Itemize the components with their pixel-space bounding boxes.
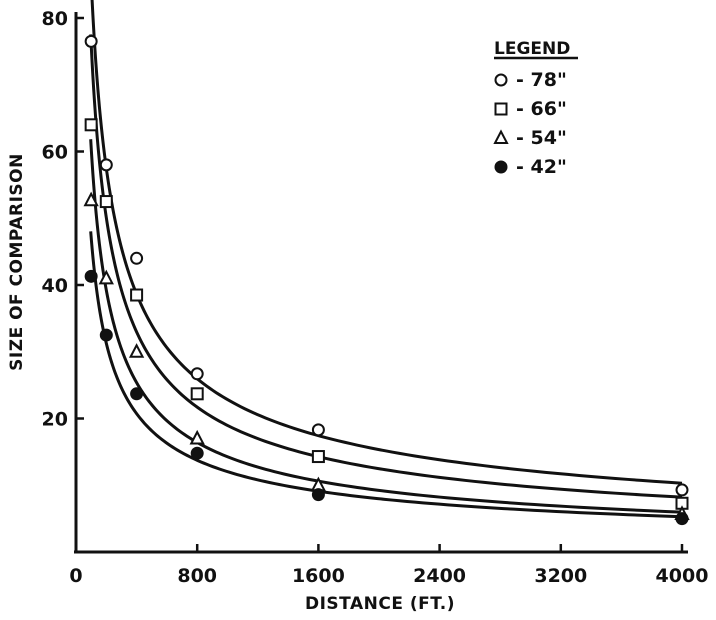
data-point [84,269,98,283]
data-point [84,118,98,132]
fitted-curves [89,0,683,519]
data-point [99,158,113,172]
legend-title: LEGEND [494,39,570,59]
data-point [190,446,204,460]
fitted-curve [89,231,683,519]
data-point [675,512,689,526]
data-point [130,387,144,401]
x-tick-label: 3200 [534,565,587,587]
data-point [99,328,113,342]
x-tick-label: 4000 [656,565,709,587]
data-point [311,423,325,437]
legend-marker [494,102,508,116]
data-point [675,483,689,497]
data-point [130,288,144,302]
y-tick-label: 40 [42,275,68,297]
y-axis-title: SIZE OF COMPARISON [7,153,27,371]
data-points [83,34,690,526]
data-point [98,269,114,285]
x-axis-title: DISTANCE (FT.) [305,594,455,614]
legend-label: - 66" [516,98,567,120]
x-tick-label: 1600 [292,565,345,587]
legend-label: - 78" [516,69,567,91]
legend-marker [494,73,508,87]
legend-label: - 54" [516,127,567,149]
x-tick-label: 800 [177,565,217,587]
fitted-curve [89,34,683,499]
data-point [190,387,204,401]
data-point [190,367,204,381]
data-point [99,195,113,209]
data-point [83,191,99,207]
ticks: 0 800 1600 2400 3200 4000 20 40 60 80 [42,8,709,587]
legend-marker [493,129,509,144]
legend-label: - 42" [516,156,567,178]
data-point [311,450,325,464]
data-point [311,488,325,502]
legend-marker [494,160,508,174]
x-tick-label: 2400 [413,565,466,587]
y-tick-label: 60 [42,142,68,164]
legend: LEGEND - 78" - 66" - 54" - 42" [493,39,578,178]
fitted-curve [90,0,683,485]
data-point [189,429,205,445]
x-tick-label: 0 [69,565,82,587]
data-point [128,343,145,358]
y-tick-label: 80 [42,8,68,30]
y-tick-label: 20 [42,409,68,431]
fitted-curve [89,139,683,514]
data-point [130,251,144,265]
data-point [84,34,98,48]
